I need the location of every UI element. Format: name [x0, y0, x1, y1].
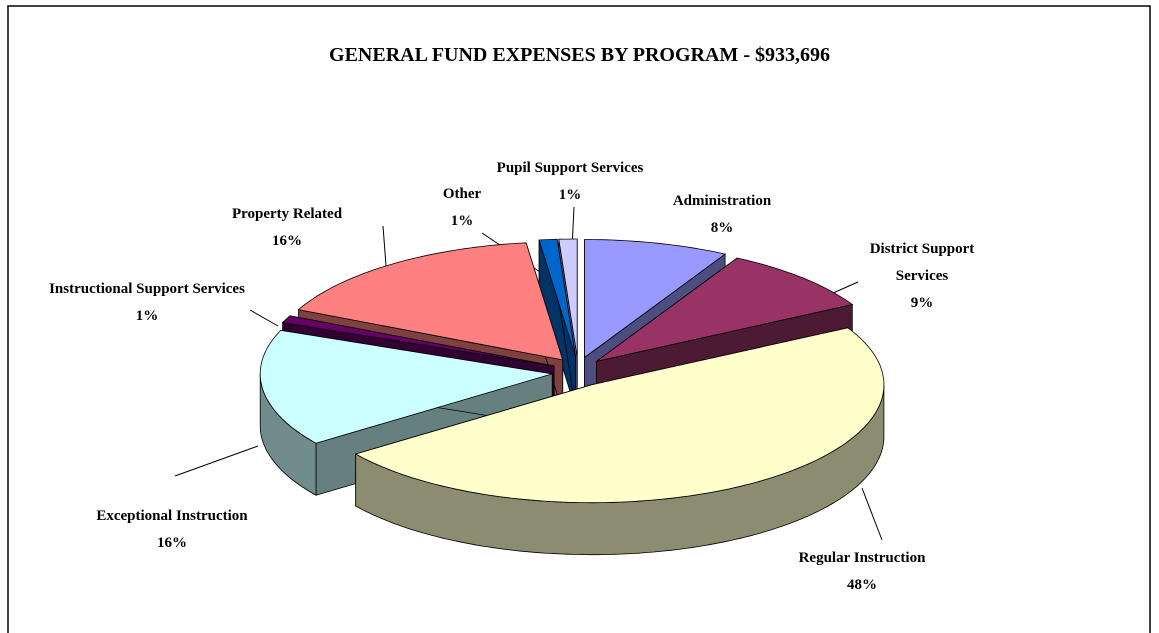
slice-top — [538, 238, 576, 358]
slice-label: Other 1% — [412, 181, 512, 235]
slice-top — [584, 239, 727, 359]
slice-top — [297, 242, 564, 361]
category-name: Administration — [672, 193, 772, 209]
chart-title: GENERAL FUND EXPENSES BY PROGRAM - $933,… — [329, 44, 830, 66]
value-label: 16% — [157, 535, 187, 551]
slice-top — [558, 238, 578, 358]
category-name: Instructional Support Services — [49, 281, 245, 297]
value-label: 16% — [272, 233, 302, 249]
slice-top — [259, 329, 553, 444]
value-label: 1% — [558, 187, 582, 203]
slice-label: Instructional Support Services 1% — [37, 276, 257, 330]
chart-frame — [7, 5, 1151, 633]
slice-label: Exceptional Instruction 16% — [42, 503, 302, 557]
slice-label: Property Related 16% — [187, 201, 387, 255]
slice-top — [354, 327, 885, 504]
leader-line — [861, 487, 883, 541]
slice-label: Administration 8% — [622, 188, 822, 242]
value-label: 1% — [135, 308, 159, 324]
slice-top — [281, 315, 555, 367]
value-label: 1% — [450, 213, 474, 229]
category-name: Exceptional Instruction — [96, 508, 248, 524]
pie-slice — [354, 327, 885, 556]
category-name: Property Related — [231, 206, 343, 222]
slice-label: Regular Instruction 48% — [732, 545, 992, 599]
value-label: 48% — [847, 577, 877, 593]
leader-line — [174, 445, 259, 477]
category-name: Regular Instruction — [798, 550, 926, 566]
slice-label: District Support Services 9% — [847, 236, 997, 317]
leader-line — [249, 309, 279, 327]
value-label: 9% — [910, 295, 934, 311]
value-label: 8% — [710, 220, 734, 236]
slice-top — [596, 257, 854, 362]
slice-label: Pupil Support Services 1% — [470, 155, 670, 209]
category-name: Other — [442, 186, 482, 202]
category-name: Pupil Support Services — [496, 160, 644, 176]
category-name: District Support Services — [869, 241, 975, 284]
